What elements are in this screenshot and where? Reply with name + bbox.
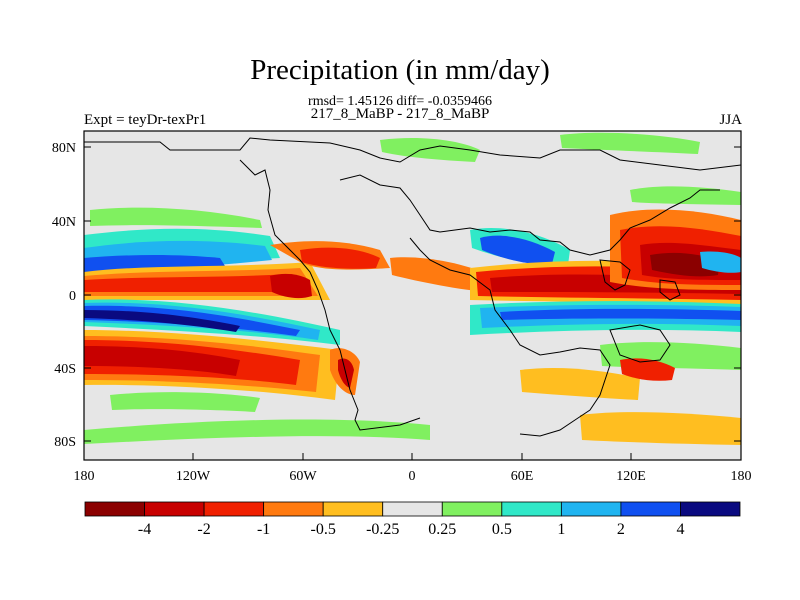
plot-subtitle: 217_8_MaBP - 217_8_MaBP: [310, 106, 490, 122]
lon-tick-labels: 180 120W 60W 0 60E 120E 180: [74, 469, 752, 484]
lat-tick-labels: 80N 40N 0 40S 80S: [52, 141, 76, 450]
colorbar-label: 0.5: [492, 521, 512, 538]
season-label: JJA: [719, 112, 742, 128]
colorbar-swatch: [84, 501, 145, 517]
lat-tick-label: 80S: [54, 435, 76, 450]
precipitation-field: [84, 131, 741, 460]
colorbar-swatch: [560, 501, 622, 517]
plot-title: Precipitation (in mm/day): [250, 54, 550, 86]
colorbar-label: -4: [138, 521, 151, 538]
colorbar-label: -0.25: [366, 521, 399, 538]
colorbar-label: -1: [257, 521, 270, 538]
colorbar-label: 0.25: [428, 521, 456, 538]
colorbar-swatch: [382, 501, 443, 517]
lon-tick-label: 120W: [176, 469, 211, 484]
colorbar-swatch: [322, 501, 384, 517]
colorbar-label: 4: [676, 521, 684, 538]
axis-ticks: [83, 146, 742, 460]
lat-tick-label: 40S: [54, 362, 76, 377]
lat-tick-label: 80N: [52, 141, 76, 156]
colorbar-swatch: [620, 501, 681, 517]
colorbar-swatch: [501, 501, 562, 517]
lon-tick-label: 60E: [511, 469, 534, 484]
colorbar-swatch: [144, 501, 205, 517]
colorbar-swatch: [680, 501, 741, 517]
lon-tick-label: 180: [731, 469, 752, 484]
colorbar-label: 1: [557, 521, 565, 538]
lon-tick-label: 0: [409, 469, 416, 484]
lat-tick-label: 0: [69, 289, 76, 304]
colorbar: -4 -2 -1 -0.5 -0.25 0.25 0.5 1 2 4: [84, 501, 741, 538]
stats-line: rmsd= 1.45126 diff= -0.0359466: [308, 94, 492, 109]
lat-tick-label: 40N: [52, 215, 76, 230]
colorbar-swatch: [441, 501, 503, 517]
colorbar-label: -0.5: [311, 521, 336, 538]
colorbar-swatch: [263, 501, 324, 517]
colorbar-label: 2: [617, 521, 625, 538]
lon-tick-label: 120E: [616, 469, 646, 484]
colorbar-swatch: [203, 501, 265, 517]
experiment-label: Expt = teyDr-texPr1: [84, 112, 207, 128]
coastlines: [84, 137, 741, 437]
lon-tick-label: 60W: [289, 469, 317, 484]
colorbar-label: -2: [197, 521, 210, 538]
lon-tick-label: 180: [74, 469, 95, 484]
